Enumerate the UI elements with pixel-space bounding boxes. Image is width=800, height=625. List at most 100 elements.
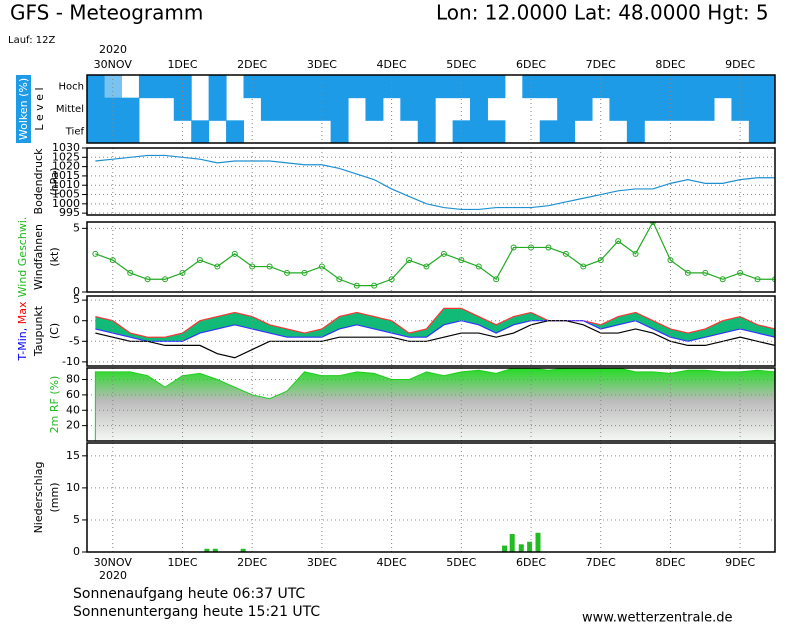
cloud-cell: [539, 120, 558, 143]
marker: [127, 269, 134, 276]
y-tick-label: 5: [73, 221, 80, 234]
cloud-cell: [731, 75, 750, 99]
y-tick-label: 1000: [52, 197, 80, 210]
marker: [650, 222, 657, 225]
marker: [615, 238, 622, 245]
y-tick-label: 40: [66, 403, 80, 416]
y-axis-label: (C): [48, 323, 61, 339]
cloud-cell: [435, 98, 453, 121]
cloud-cell: [348, 120, 366, 143]
y-axis-label-part: 2m RF (%): [48, 376, 61, 434]
temp-band: [95, 308, 775, 342]
y-tick-label: 5: [73, 513, 80, 526]
marker: [196, 257, 203, 264]
line: [95, 320, 775, 342]
x-tick-label: 8DEC: [655, 556, 685, 569]
cloud-cell: [505, 120, 523, 143]
cloud-cell: [121, 120, 140, 143]
marker: [301, 269, 308, 276]
cloud-cell: [173, 75, 192, 99]
cloud-cell: [487, 120, 506, 143]
x-tick-label: 5DEC: [446, 556, 476, 569]
marker: [493, 276, 500, 283]
y-axis-label: Windfahnen: [32, 224, 45, 290]
cloud-cell: [87, 120, 105, 143]
marker: [388, 276, 395, 283]
cloud-cell: [208, 75, 227, 99]
marks: [204, 532, 541, 552]
cloud-cell: [714, 98, 732, 121]
cloud-cell: [557, 75, 576, 99]
marker: [754, 276, 761, 283]
cloud-cell: [661, 97, 680, 121]
cloud-cell: [766, 120, 775, 143]
marker: [336, 276, 343, 283]
y-tick-label: 1020: [52, 160, 80, 173]
marks: [87, 75, 775, 143]
cloud-cell: [679, 75, 698, 99]
y-axis-label-part: T-Min,: [16, 328, 29, 362]
y-tick-label: 1025: [52, 150, 80, 163]
cloud-cell: [470, 97, 488, 121]
marks: [94, 368, 775, 441]
panel-frame: [86, 147, 776, 216]
cloud-cell: [243, 75, 262, 99]
cloud-cell: [626, 120, 645, 143]
cloud-cell: [365, 75, 384, 99]
panel: Wolken (%) L e v e l Hoch Mittel Tief: [16, 74, 776, 144]
cloud-cell: [400, 75, 419, 99]
marker: [684, 269, 691, 276]
cloud-cell: [191, 75, 209, 98]
x-tick-label: 30NOV: [94, 556, 133, 569]
x-tick-label: 3DEC: [307, 58, 337, 71]
location: Lon: 12.0000 Lat: 48.0000 Hgt: 5: [436, 1, 769, 25]
cloud-cell: [156, 120, 174, 143]
panel-frame: [86, 367, 776, 442]
cloud-cell: [435, 120, 453, 143]
cloud-cell: [574, 97, 593, 121]
cloud-cell: [522, 98, 540, 121]
cloud-cell: [295, 75, 314, 99]
cloud-cell: [417, 97, 436, 121]
cloud-cell: [400, 97, 419, 121]
cloud-cell: [348, 75, 366, 99]
cloud-cell: [679, 120, 697, 143]
y-axis-label: Bodendruck: [32, 148, 45, 215]
cloud-cell: [226, 98, 244, 121]
y-tick-label: 15: [66, 449, 80, 462]
cloud-cell: [191, 98, 209, 121]
cloud-cell: [87, 75, 105, 99]
x-tick-label: 6DEC: [516, 556, 546, 569]
y-tick-label: 80: [66, 373, 80, 386]
y-tick-label: 1005: [52, 188, 80, 201]
marker: [580, 263, 587, 270]
cloud-cell: [138, 75, 157, 99]
line: [95, 320, 775, 359]
y-tick-label: 1015: [52, 169, 80, 182]
y-tick-label: 20: [66, 419, 80, 432]
cloud-cell: [748, 120, 767, 143]
cloud-cell: [260, 97, 279, 121]
year-bottom: 2020: [99, 569, 127, 582]
panel: 2m RF (%) 20 40 60 80: [48, 367, 776, 442]
marker: [249, 263, 256, 270]
y-tick-label: -5: [69, 334, 80, 347]
title: GFS - Meteogramm: [10, 1, 203, 25]
y-tick-label: 0: [73, 545, 80, 558]
cloud-cell: [383, 98, 401, 121]
bar: [527, 541, 533, 552]
cloud-cell: [330, 75, 349, 99]
marker: [719, 276, 726, 283]
cloud-cell: [539, 75, 558, 99]
cloud-cell: [261, 120, 279, 143]
area: [94, 368, 775, 441]
panel-frame: [86, 221, 776, 293]
y-axis-label-part: Wind Geschwi.: [16, 217, 29, 298]
bar: [502, 545, 508, 552]
marker: [92, 250, 99, 257]
y-tick-label: 0: [73, 314, 80, 327]
marker: [144, 276, 151, 283]
marker: [284, 269, 291, 276]
y-axis-label: Niederschlag: [32, 462, 45, 534]
